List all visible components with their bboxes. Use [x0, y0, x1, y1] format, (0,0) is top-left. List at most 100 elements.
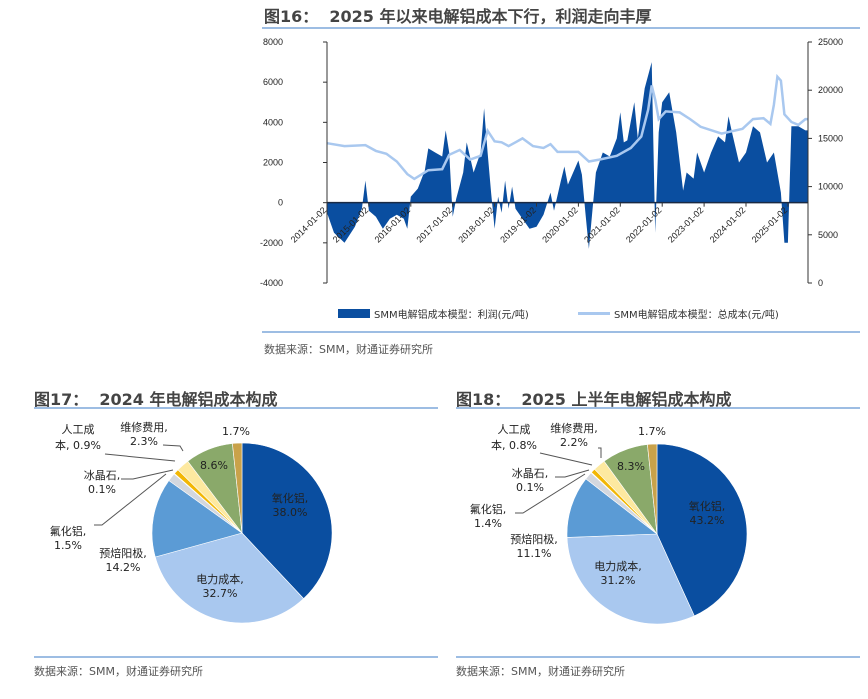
left-tick-label: 0 — [278, 198, 283, 208]
pie18-label-alumina: 氧化铝, 43.2% — [685, 498, 729, 527]
right-tick-label: 0 — [818, 278, 823, 288]
label-value: 43.2% — [689, 514, 725, 527]
pie-slice — [232, 442, 243, 534]
x-tick-label: 2022-01-02 — [624, 205, 664, 245]
label-name: 冰晶石, — [83, 469, 121, 482]
legend-label-profit: SMM电解铝成本模型：利润(元/吨) — [374, 310, 529, 321]
pie18-label-labor: 人工成本, 0.8% — [486, 421, 542, 453]
pie-slice — [151, 480, 243, 558]
right-tick-label: 20000 — [818, 85, 843, 95]
left-tick-label: 4000 — [263, 117, 283, 127]
pie17-label-cryolite: 冰晶石, 0.1% — [80, 467, 124, 496]
total-cost-line — [326, 73, 809, 181]
pie18-label-cryolite: 冰晶石, 0.1% — [508, 465, 552, 494]
legend-cost: SMM电解铝成本模型：总成本(元/吨) — [578, 306, 779, 321]
left-tick-label: -4000 — [260, 278, 283, 288]
fig18-source: 数据来源：SMM，财通证券研究所 — [456, 665, 625, 678]
legend-swatch-cost — [578, 312, 610, 315]
label-value: 0.1% — [516, 481, 544, 494]
label-name: 氟化铝, — [49, 525, 87, 538]
x-tick-label: 2014-01-02 — [289, 205, 329, 245]
fig18-bottom-rule — [456, 656, 860, 658]
x-tick-label: 2018-01-02 — [456, 205, 496, 245]
pie-slice — [174, 469, 243, 534]
label-value: 32.7% — [202, 587, 238, 600]
pie17-label-anode: 预焙阳极, 14.2% — [94, 545, 152, 574]
left-tick-label: 6000 — [263, 77, 283, 87]
x-tick-label: 2017-01-02 — [414, 205, 454, 245]
label-value: 2.3% — [130, 435, 158, 448]
pie-slice — [590, 468, 658, 535]
pie-slice — [647, 443, 658, 535]
legend-swatch-profit — [338, 309, 370, 318]
profit-cost-chart: 80006000400020000-2000-40002500020000150… — [260, 37, 843, 288]
leader-line — [121, 469, 174, 480]
leader-line — [555, 469, 590, 478]
label-name: 预焙阳极, — [510, 533, 558, 546]
pie17-label-other2: 1.7% — [222, 425, 250, 438]
label-name: 维修费用, — [550, 422, 598, 435]
label-value: 2.2% — [560, 436, 588, 449]
label-value: 1.4% — [474, 517, 502, 530]
right-tick-label: 25000 — [818, 37, 843, 47]
leader-line — [104, 453, 176, 462]
pie-slice — [168, 473, 243, 534]
x-tick-label: 2024-01-02 — [708, 205, 748, 245]
label-name: 人工成 — [61, 423, 95, 436]
leader-line — [598, 447, 602, 458]
right-tick-label: 5000 — [818, 230, 838, 240]
label-name: 维修费用, — [120, 421, 168, 434]
pie17-label-aluminum-fluoride: 氟化铝, 1.5% — [46, 523, 90, 552]
label-name: 氧化铝, — [271, 492, 309, 505]
pie17-label-maintenance: 维修费用, 2.3% — [116, 419, 172, 448]
fig17-title: 图17： 2024 年电解铝成本构成 — [34, 390, 278, 409]
label-name: 电力成本, — [196, 573, 244, 586]
label-value: 本, 0.8% — [491, 439, 537, 452]
fig16-title: 图16： 2025 年以来电解铝成本下行，利润走向丰厚 — [264, 7, 652, 26]
pie-slice — [241, 442, 333, 600]
fig16-title-rule — [262, 27, 860, 29]
pie17-label-other1: 8.6% — [200, 459, 228, 472]
label-name: 氟化铝, — [469, 503, 507, 516]
fig17-bottom-rule — [34, 656, 438, 658]
label-value: 38.0% — [272, 506, 308, 519]
pie18-label-anode: 预焙阳极, 11.1% — [505, 531, 563, 560]
label-name: 氧化铝, — [688, 500, 726, 513]
fig18-title: 图18： 2025 上半年电解铝成本构成 — [456, 390, 732, 409]
pie17-label-labor: 人工成本, 0.9% — [50, 421, 106, 453]
right-tick-label: 10000 — [818, 182, 843, 192]
pie-slice — [590, 471, 658, 535]
legend-profit: SMM电解铝成本模型：利润(元/吨) — [338, 306, 529, 321]
pie-slice — [585, 472, 658, 535]
pie-slice — [603, 444, 658, 536]
label-value: 本, 0.9% — [55, 439, 101, 452]
leader-line — [539, 452, 593, 466]
fig16-source: 数据来源：SMM，财通证券研究所 — [264, 343, 433, 356]
fig16-bottom-rule — [262, 331, 860, 333]
pie18-label-other2: 1.7% — [638, 425, 666, 438]
label-name: 冰晶石, — [511, 467, 549, 480]
label-name: 电力成本, — [594, 560, 642, 573]
right-tick-label: 15000 — [818, 133, 843, 143]
pie-slice — [566, 478, 658, 538]
pie18-label-power: 电力成本, 31.2% — [590, 558, 646, 587]
pie17-label-alumina: 氧化铝, 38.0% — [268, 490, 312, 519]
fig17-source: 数据来源：SMM，财通证券研究所 — [34, 665, 203, 678]
pie18-label-other1: 8.3% — [617, 460, 645, 473]
x-tick-label: 2023-01-02 — [666, 205, 706, 245]
pie-slice — [656, 443, 748, 617]
x-tick-label: 2020-01-02 — [540, 205, 580, 245]
left-tick-label: 8000 — [263, 37, 283, 47]
label-value: 31.2% — [600, 574, 636, 587]
pie-slice — [173, 473, 243, 534]
pie-slice — [187, 443, 243, 535]
legend-label-cost: SMM电解铝成本模型：总成本(元/吨) — [614, 310, 779, 321]
label-value: 14.2% — [105, 561, 141, 574]
label-name: 预焙阳极, — [99, 547, 147, 560]
fig18-title-rule — [456, 407, 860, 409]
label-value: 0.1% — [88, 483, 116, 496]
pie18-label-maintenance: 维修费用, 2.2% — [546, 420, 602, 449]
label-name: 人工成 — [497, 423, 531, 436]
pie18-label-aluminum-fluoride: 氟化铝, 1.4% — [466, 501, 510, 530]
